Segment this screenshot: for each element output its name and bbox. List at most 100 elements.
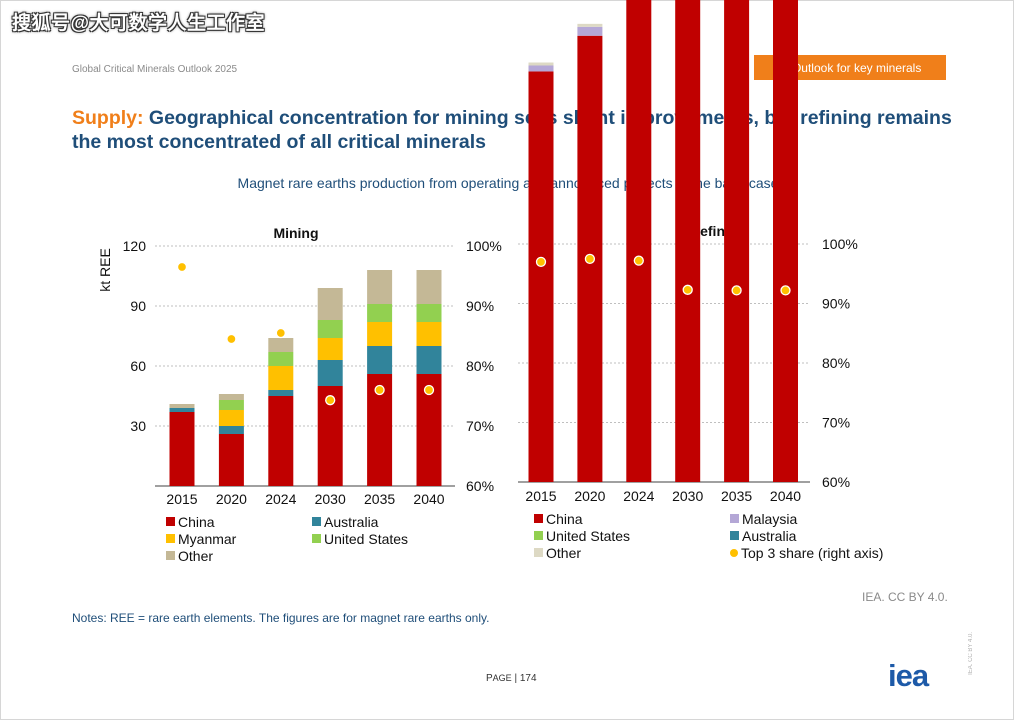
bar-segment-china bbox=[528, 71, 554, 482]
notes: Notes: REE = rare earth elements. The fi… bbox=[72, 611, 490, 625]
right-tick-label: 70% bbox=[466, 418, 494, 434]
right-tick-label: 100% bbox=[822, 236, 858, 252]
bar-segment-australia bbox=[367, 346, 393, 374]
headline-keyword: Supply: bbox=[72, 107, 144, 129]
right-tick-label: 60% bbox=[822, 474, 850, 490]
x-tick-label: 2020 bbox=[216, 491, 247, 507]
bar-segment-united-states bbox=[218, 400, 244, 410]
top3-share-point bbox=[275, 327, 286, 339]
top3-share-point bbox=[176, 261, 188, 273]
x-tick-label: 2024 bbox=[265, 491, 296, 507]
bar-segment-united-states bbox=[317, 320, 343, 338]
y-tick-label: 120 bbox=[123, 238, 147, 254]
legend-swatch-icon bbox=[534, 531, 543, 540]
bar-segment-malaysia bbox=[528, 65, 554, 72]
bar-segment-myanmar bbox=[317, 338, 343, 360]
page-num: 174 bbox=[519, 673, 537, 684]
top3-share-point bbox=[535, 256, 547, 268]
top3-share-point bbox=[682, 284, 693, 295]
legend-item: China bbox=[166, 513, 312, 530]
bar-segment-other bbox=[577, 23, 603, 27]
vertical-credit: IEA. CC BY 4.0. bbox=[968, 632, 974, 675]
x-tick-label: 2040 bbox=[413, 491, 444, 507]
x-tick-label: 2040 bbox=[770, 488, 801, 504]
top3-share-point bbox=[226, 333, 237, 345]
legend-item: Top 3 share (right axis) bbox=[730, 544, 900, 561]
bar-segment-united-states bbox=[367, 304, 393, 322]
legend-item: Other bbox=[534, 544, 730, 561]
legend-mining: China Australia Myanmar United States Other bbox=[166, 513, 462, 564]
bar-segment-united-states bbox=[268, 352, 294, 366]
legend-item: Australia bbox=[730, 527, 900, 544]
top3-share-point bbox=[731, 285, 742, 296]
bar-segment-other bbox=[367, 270, 393, 304]
legend-dot-icon bbox=[730, 548, 738, 557]
legend-swatch-icon bbox=[166, 517, 175, 526]
legend-item: Myanmar bbox=[166, 530, 312, 547]
bar-segment-myanmar bbox=[367, 322, 393, 346]
legend-label: China bbox=[546, 510, 583, 527]
legend-swatch-icon bbox=[312, 517, 321, 526]
y-axis-label: kt REE bbox=[97, 248, 113, 292]
x-tick-label: 2035 bbox=[364, 491, 395, 507]
legend-swatch-icon bbox=[312, 534, 321, 543]
page-label-rest: AGE bbox=[492, 673, 512, 683]
legend-swatch-icon bbox=[534, 548, 543, 557]
legend-label: Other bbox=[546, 544, 582, 561]
x-tick-label: 2024 bbox=[623, 488, 654, 504]
page-separator: | bbox=[514, 673, 518, 684]
bar-segment-myanmar bbox=[416, 322, 442, 346]
bar-segment-other bbox=[416, 270, 442, 304]
top3-share-point bbox=[325, 395, 336, 406]
legend-label: Top 3 share (right axis) bbox=[741, 544, 884, 561]
bar-segment-china bbox=[268, 396, 294, 486]
right-tick-label: 80% bbox=[822, 355, 850, 371]
bar-segment-myanmar bbox=[218, 410, 244, 426]
bar-segment-other bbox=[268, 338, 294, 352]
bar-segment-myanmar bbox=[268, 366, 294, 390]
bar-segment-malaysia bbox=[577, 26, 603, 36]
bar-segment-other bbox=[528, 62, 554, 66]
legend-label: Other bbox=[178, 547, 214, 564]
bar-segment-australia bbox=[268, 390, 294, 396]
x-tick-label: 2015 bbox=[525, 488, 556, 504]
right-tick-label: 70% bbox=[822, 415, 850, 431]
bar-segment-australia bbox=[416, 346, 442, 374]
legend-label: Australia bbox=[324, 513, 379, 530]
chart-title-0: Mining bbox=[273, 225, 318, 241]
x-tick-label: 2035 bbox=[721, 488, 752, 504]
page-number: PAGE | 174 bbox=[486, 673, 537, 684]
legend-item: Malaysia bbox=[730, 510, 900, 527]
legend-swatch-icon bbox=[166, 534, 175, 543]
bar-segment-australia bbox=[317, 360, 343, 386]
legend-label: Myanmar bbox=[178, 530, 237, 547]
bar-segment-china bbox=[773, 0, 798, 482]
right-tick-label: 80% bbox=[466, 358, 494, 374]
legend-swatch-icon bbox=[730, 514, 739, 523]
right-tick-label: 100% bbox=[466, 238, 502, 254]
bar-segment-australia bbox=[218, 426, 244, 434]
legend-item: Other bbox=[166, 547, 312, 564]
legend-swatch-icon bbox=[534, 514, 543, 523]
report-title: Global Critical Minerals Outlook 2025 bbox=[72, 64, 238, 75]
bar-segment-australia bbox=[169, 408, 195, 412]
legend-label: China bbox=[178, 513, 215, 530]
bar-segment-china bbox=[218, 434, 244, 486]
page-label-first: P bbox=[486, 673, 493, 684]
legend-swatch-icon bbox=[730, 531, 739, 540]
x-tick-label: 2020 bbox=[574, 488, 605, 504]
top3-share-point bbox=[423, 384, 435, 396]
legend-item: China bbox=[534, 510, 730, 527]
y-tick-label: 30 bbox=[130, 418, 146, 434]
y-tick-label: 60 bbox=[130, 358, 146, 374]
legend-swatch-icon bbox=[166, 551, 175, 560]
bar-segment-china bbox=[169, 412, 195, 486]
legend-item: Australia bbox=[312, 513, 462, 530]
watermark: 搜狐号@大可数学人生工作室 bbox=[12, 13, 266, 34]
credit: IEA. CC BY 4.0. bbox=[862, 590, 948, 604]
y-tick-label: 90 bbox=[130, 298, 146, 314]
bar-segment-china bbox=[675, 0, 701, 483]
bar-segment-other bbox=[317, 288, 343, 320]
